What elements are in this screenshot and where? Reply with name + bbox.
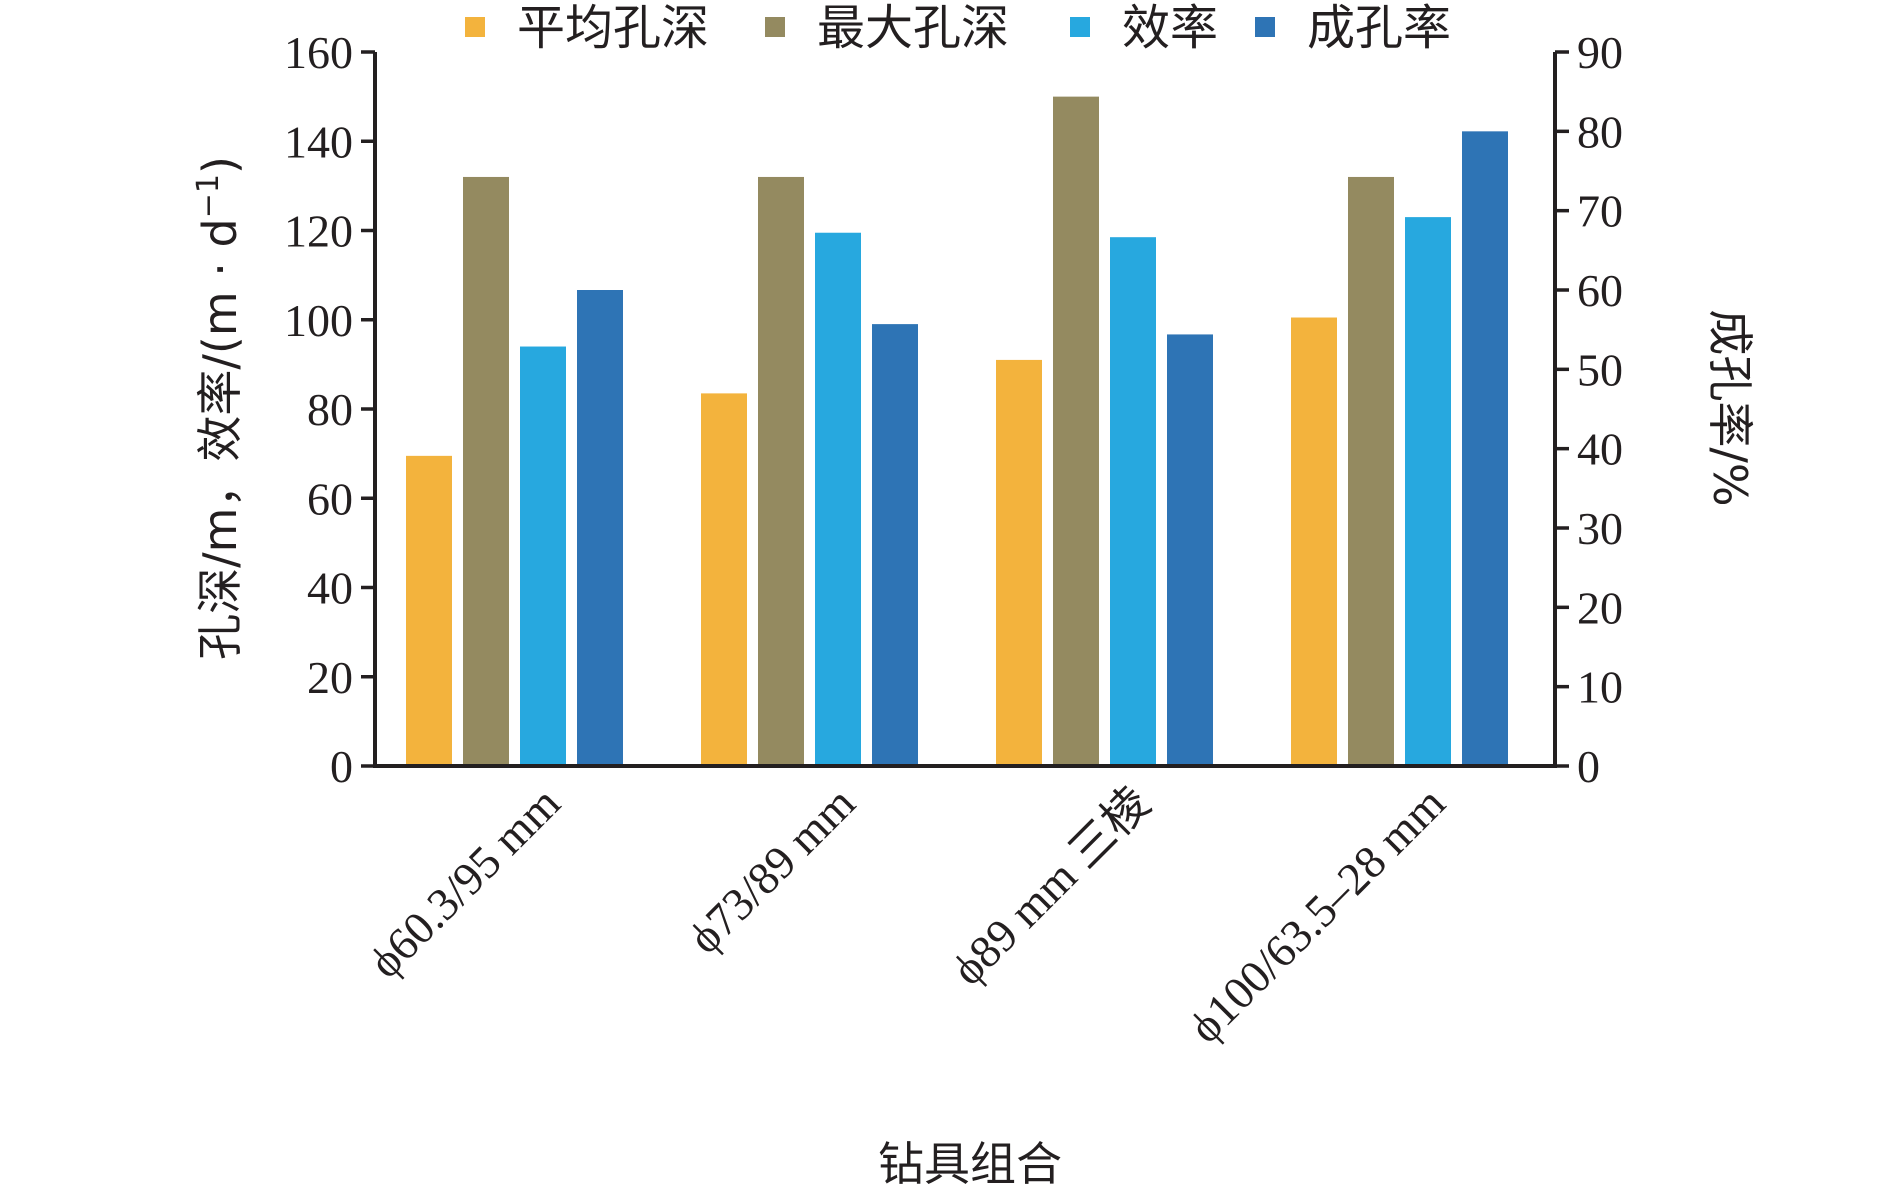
legend-swatch — [765, 17, 785, 37]
y2-axis-title: 成孔率/% — [1703, 309, 1757, 506]
bar — [996, 359, 1042, 766]
x-axis-title: 钻具组合 — [878, 1137, 1062, 1191]
bar — [1167, 334, 1213, 766]
y-tick-label: 60 — [307, 473, 353, 524]
legend-swatch — [465, 17, 485, 37]
y2-tick-label: 40 — [1577, 424, 1623, 475]
y2-tick-label: 70 — [1577, 186, 1623, 237]
x-tick-label: ϕ89 mm 三棱 — [942, 777, 1160, 995]
x-tick-label: ϕ100/63.5–28 mm — [1179, 777, 1455, 1053]
y2-tick-label: 30 — [1577, 503, 1623, 554]
plot-area — [406, 96, 1508, 767]
bar — [1405, 217, 1451, 767]
y-tick-label: 140 — [284, 116, 353, 167]
y-axis-title: 孔深/m，效率/(m · d−1) — [191, 156, 247, 660]
bar — [758, 176, 804, 766]
legend: 平均孔深 最大孔深 效率 成孔率 — [465, 0, 1451, 56]
bar — [1110, 237, 1156, 767]
legend-swatch — [1255, 17, 1275, 37]
y-tick-label: 100 — [284, 295, 353, 346]
x-tick-label: ϕ73/89 mm — [679, 777, 865, 963]
y2-tick-label: 80 — [1577, 106, 1623, 157]
y2-tick-label: 0 — [1577, 741, 1600, 792]
legend-label: 最大孔深 — [817, 0, 1009, 56]
bar — [577, 290, 623, 766]
y2-tick-label: 10 — [1577, 662, 1623, 713]
legend-label: 平均孔深 — [517, 0, 709, 56]
y-tick-label: 20 — [307, 652, 353, 703]
bar — [1462, 131, 1508, 767]
bar — [815, 232, 861, 766]
y-tick-label: 120 — [284, 206, 353, 257]
y-tick-label: 0 — [330, 741, 353, 792]
legend-label: 成孔率 — [1307, 0, 1451, 56]
bar — [872, 324, 918, 766]
bar — [463, 176, 509, 766]
bar — [1291, 317, 1337, 766]
y2-tick-label: 50 — [1577, 344, 1623, 395]
y-tick-label: 40 — [307, 563, 353, 614]
y2-tick-label: 60 — [1577, 265, 1623, 316]
y2-tick-label: 20 — [1577, 582, 1623, 633]
bar — [520, 346, 566, 766]
bar — [701, 393, 747, 766]
y-tick-label: 160 — [284, 27, 353, 78]
legend-label: 效率 — [1122, 0, 1218, 56]
bar — [1053, 96, 1099, 766]
bar — [406, 455, 452, 766]
legend-swatch — [1070, 17, 1090, 37]
y2-tick-label: 90 — [1577, 27, 1623, 78]
bar — [1348, 176, 1394, 766]
x-tick-label: ϕ60.3/95 mm — [359, 777, 570, 988]
y-tick-label: 80 — [307, 384, 353, 435]
